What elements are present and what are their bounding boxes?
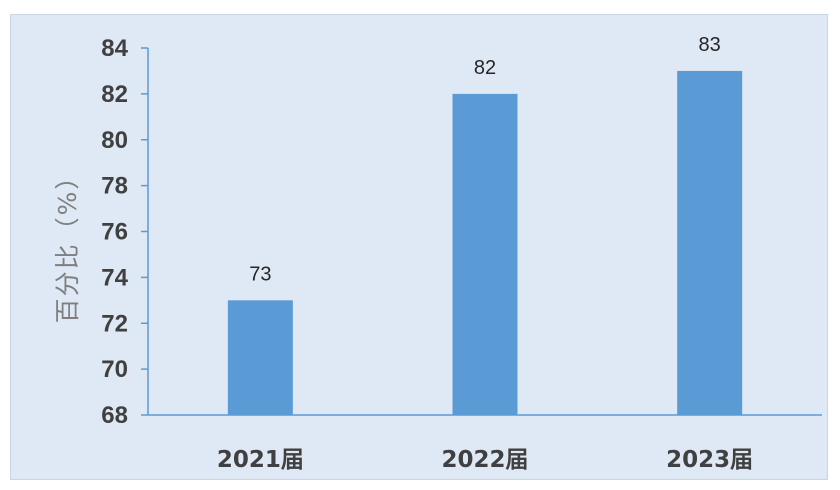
y-tick-label: 76: [101, 219, 128, 246]
y-axis-title: 百分比（%）: [53, 163, 82, 324]
data-labels: 73 82 83: [249, 34, 721, 285]
y-tick-label: 70: [101, 356, 128, 383]
x-axis-categories: 2021届 2022届 2023届: [217, 447, 753, 473]
x-category-label: 2023届: [666, 447, 753, 473]
y-tick-label: 84: [101, 35, 128, 62]
y-tick-label: 82: [101, 81, 128, 108]
y-tick-label: 78: [101, 173, 128, 200]
data-label: 82: [474, 57, 496, 79]
y-tick-label: 72: [101, 310, 128, 337]
bar: [227, 300, 293, 415]
x-category-label: 2021届: [217, 447, 304, 473]
y-tick-label: 74: [101, 264, 128, 291]
data-label: 83: [699, 34, 721, 56]
y-tick-label: 80: [101, 127, 128, 154]
bar: [452, 93, 518, 415]
y-axis-ticks: 68 70 72 74 76 78 80 82 84: [101, 35, 148, 429]
data-label: 73: [249, 263, 271, 285]
y-tick-label: 68: [101, 402, 128, 429]
bar: [677, 70, 743, 415]
x-category-label: 2022届: [441, 447, 528, 473]
bars: [227, 70, 743, 415]
